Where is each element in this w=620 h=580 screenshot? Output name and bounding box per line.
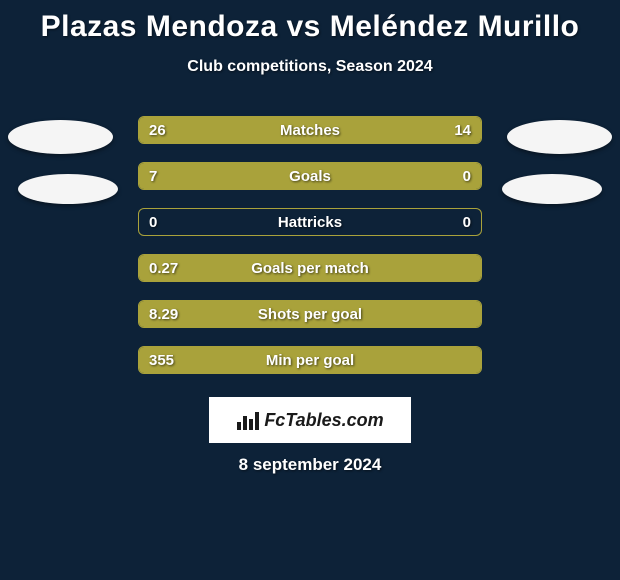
value-right: 14 [454, 117, 471, 144]
bar-left [139, 117, 361, 143]
metric-row: 8.29Shots per goal [0, 300, 620, 328]
metric-row: 0.27Goals per match [0, 254, 620, 282]
bar-track: 0 0Hattricks [138, 208, 482, 236]
bar-left [139, 347, 481, 373]
metric-row: 70Goals [0, 162, 620, 190]
bar-track: 355Min per goal [138, 346, 482, 374]
value-left: 26 [149, 117, 166, 144]
metric-row: 2614Matches [0, 116, 620, 144]
value-right: 0 [463, 209, 471, 236]
value-left: 8.29 [149, 301, 178, 328]
metric-row: 355Min per goal [0, 346, 620, 374]
value-left: 355 [149, 347, 174, 374]
metric-label: Hattricks [139, 209, 481, 236]
bar-track: 8.29Shots per goal [138, 300, 482, 328]
page-subtitle: Club competitions, Season 2024 [0, 58, 620, 76]
brand-text: FcTables.com [264, 410, 383, 431]
bar-track: 2614Matches [138, 116, 482, 144]
bar-track: 0.27Goals per match [138, 254, 482, 282]
value-left: 7 [149, 163, 157, 190]
value-right: 0 [463, 163, 471, 190]
value-left: 0 [149, 209, 157, 236]
bar-track: 70Goals [138, 162, 482, 190]
date-label: 8 september 2024 [0, 455, 620, 475]
bar-left [139, 163, 399, 189]
metric-row: 0 0Hattricks [0, 208, 620, 236]
brand-badge: FcTables.com [209, 397, 411, 443]
comparison-chart: 2614Matches70Goals00Hattricks0.27Goals p… [0, 116, 620, 374]
page-title: Plazas Mendoza vs Meléndez Murillo [0, 0, 620, 44]
bar-chart-icon [236, 410, 260, 430]
bar-left [139, 255, 481, 281]
bar-left [139, 301, 481, 327]
value-left: 0.27 [149, 255, 178, 282]
